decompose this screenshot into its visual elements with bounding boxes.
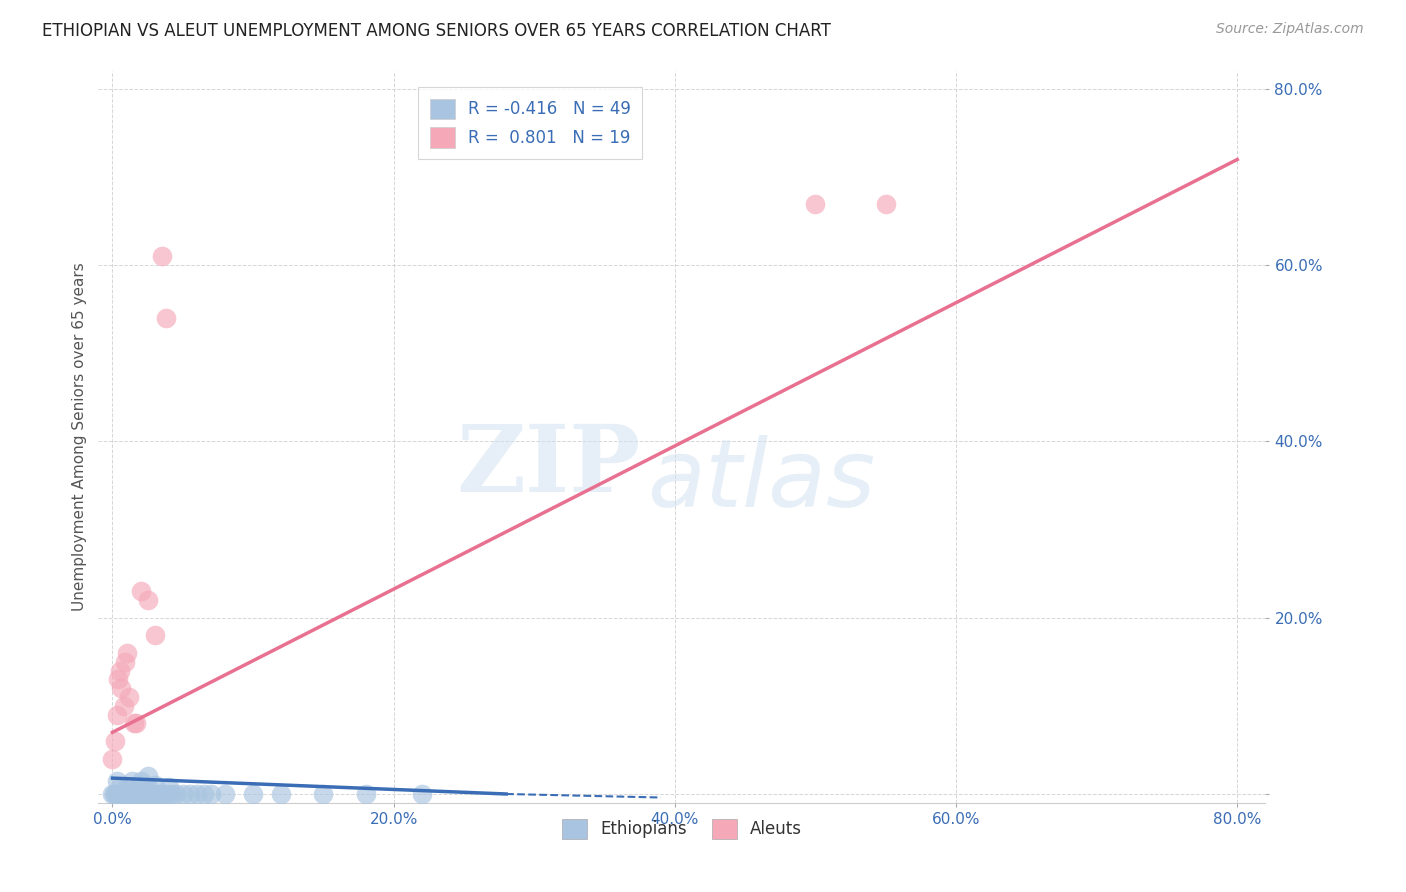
Point bbox=[186, 787, 208, 801]
Point bbox=[108, 780, 131, 794]
Point bbox=[134, 787, 156, 801]
Point bbox=[804, 196, 827, 211]
Point bbox=[165, 787, 187, 801]
Point bbox=[108, 787, 131, 801]
Point bbox=[110, 681, 132, 696]
Point bbox=[157, 780, 180, 794]
Point bbox=[270, 787, 292, 801]
Point bbox=[160, 787, 183, 801]
Point bbox=[157, 787, 180, 801]
Point bbox=[125, 787, 148, 801]
Point bbox=[112, 787, 135, 801]
Point bbox=[214, 787, 236, 801]
Point bbox=[114, 655, 136, 669]
Point bbox=[155, 787, 177, 801]
Point bbox=[141, 787, 163, 801]
Point bbox=[124, 787, 146, 801]
Point bbox=[118, 690, 141, 704]
Point bbox=[103, 787, 125, 801]
Point bbox=[179, 787, 201, 801]
Point bbox=[101, 787, 124, 801]
Text: atlas: atlas bbox=[647, 435, 875, 526]
Point bbox=[200, 787, 222, 801]
Point bbox=[143, 628, 166, 642]
Point bbox=[129, 584, 152, 599]
Point bbox=[150, 249, 173, 263]
Text: Source: ZipAtlas.com: Source: ZipAtlas.com bbox=[1216, 22, 1364, 37]
Y-axis label: Unemployment Among Seniors over 65 years: Unemployment Among Seniors over 65 years bbox=[72, 263, 87, 611]
Point bbox=[120, 787, 142, 801]
Point bbox=[125, 716, 148, 731]
Point bbox=[118, 787, 141, 801]
Point bbox=[312, 787, 335, 801]
Point bbox=[193, 787, 215, 801]
Point bbox=[242, 787, 264, 801]
Point bbox=[354, 787, 377, 801]
Point bbox=[132, 787, 155, 801]
Point bbox=[129, 773, 152, 788]
Point bbox=[104, 787, 127, 801]
Text: ZIP: ZIP bbox=[457, 421, 641, 511]
Point bbox=[875, 196, 897, 211]
Point bbox=[110, 787, 132, 801]
Point bbox=[136, 593, 159, 607]
Point bbox=[122, 716, 145, 731]
Point bbox=[411, 787, 433, 801]
Point bbox=[150, 787, 173, 801]
Point bbox=[115, 780, 138, 794]
Point bbox=[127, 780, 149, 794]
Point bbox=[112, 698, 135, 713]
Point bbox=[143, 778, 166, 792]
Point bbox=[139, 787, 162, 801]
Point bbox=[105, 787, 128, 801]
Point bbox=[108, 664, 131, 678]
Point bbox=[115, 646, 138, 660]
Point bbox=[136, 780, 159, 794]
Point bbox=[172, 787, 194, 801]
Point bbox=[155, 311, 177, 326]
Point bbox=[105, 773, 128, 788]
Point bbox=[105, 707, 128, 722]
Point bbox=[136, 769, 159, 783]
Point bbox=[114, 787, 136, 801]
Point bbox=[107, 787, 129, 801]
Point bbox=[107, 673, 129, 687]
Point bbox=[143, 787, 166, 801]
Point bbox=[104, 734, 127, 748]
Point bbox=[115, 787, 138, 801]
Point bbox=[101, 752, 124, 766]
Point bbox=[148, 787, 170, 801]
Text: ETHIOPIAN VS ALEUT UNEMPLOYMENT AMONG SENIORS OVER 65 YEARS CORRELATION CHART: ETHIOPIAN VS ALEUT UNEMPLOYMENT AMONG SE… bbox=[42, 22, 831, 40]
Legend: Ethiopians, Aleuts: Ethiopians, Aleuts bbox=[555, 812, 808, 846]
Point bbox=[121, 773, 143, 788]
Point bbox=[122, 787, 145, 801]
Point bbox=[111, 787, 134, 801]
Point bbox=[129, 787, 152, 801]
